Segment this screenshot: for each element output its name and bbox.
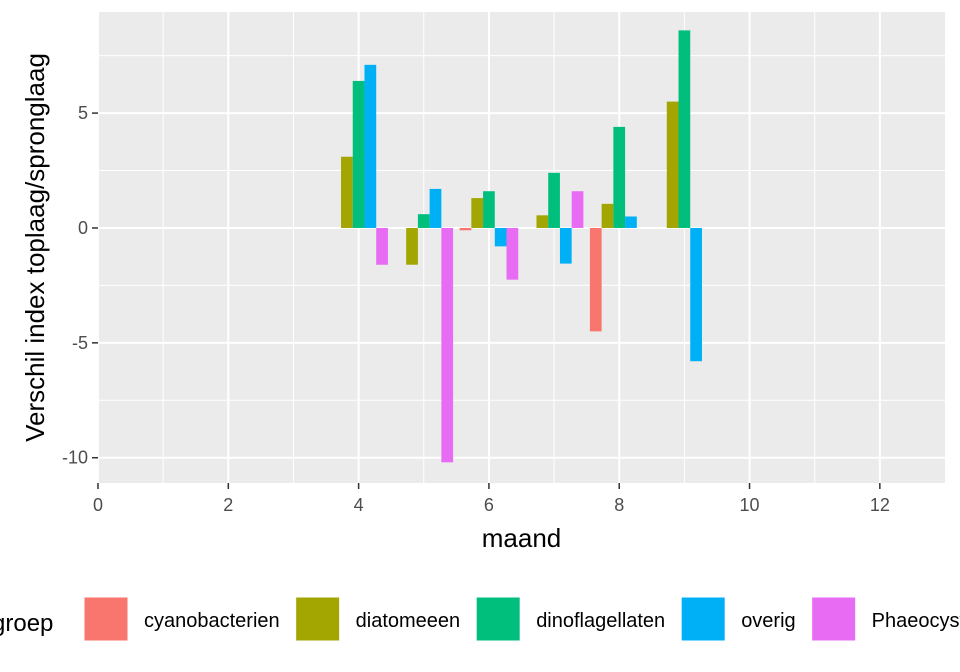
x-tick-label: 8 xyxy=(614,495,624,515)
bar-dinoflagellaten-month-6 xyxy=(483,191,495,228)
legend-label-overig: overig xyxy=(741,610,795,632)
y-tick-label: -10 xyxy=(62,448,88,468)
x-axis-title: maand xyxy=(482,523,562,553)
bar-dinoflagellaten-month-5 xyxy=(417,214,430,228)
x-tick-label: 4 xyxy=(354,495,364,515)
legend-label-cyanobacterien: cyanobacterien xyxy=(144,610,280,632)
bar-overig-month-8 xyxy=(625,216,637,228)
bar-diatomeeen-month-7 xyxy=(536,215,549,228)
legend-key-cyanobacterien xyxy=(83,596,129,642)
bar-dinoflagellaten-month-4 xyxy=(352,80,365,228)
x-tick-label: 10 xyxy=(740,495,760,515)
legend-key-phaeocystis xyxy=(811,596,857,642)
bar-dinoflagellaten-month-9 xyxy=(678,30,691,228)
legend-label-diatomeeen: diatomeeen xyxy=(356,610,461,632)
minor-gridlines xyxy=(98,12,945,483)
y-axis-title: Verschil index toplaag/spronglaag xyxy=(20,53,50,442)
bar-cyanobacterien-month-6 xyxy=(459,227,472,231)
x-tick-label: 2 xyxy=(223,495,233,515)
bar-overig-month-7 xyxy=(559,227,572,264)
bar-diatomeeen-month-4 xyxy=(341,156,353,228)
bar-cyanobacterien-month-8 xyxy=(589,227,602,332)
legend-key-dinoflagellaten xyxy=(475,596,521,642)
major-gridlines xyxy=(97,12,945,483)
y-tick-label: -5 xyxy=(72,333,88,353)
legend-label-dinoflagellaten: dinoflagellaten xyxy=(536,610,665,632)
bar-phaeocystis-month-7 xyxy=(571,191,584,228)
bar-group xyxy=(341,30,702,463)
x-axis-ticks: 0 2 4 6 8 10 12 xyxy=(93,483,890,515)
legend-label-phaeocystis: Phaeocystis xyxy=(872,610,960,632)
y-axis-ticks: -10 -5 0 5 xyxy=(62,103,98,468)
bar-overig-month-9 xyxy=(690,227,702,362)
bar-phaeocystis-month-6 xyxy=(506,227,519,280)
x-tick-label: 12 xyxy=(870,495,890,515)
bar-overig-month-5 xyxy=(429,188,442,228)
legend-key-overig xyxy=(680,596,726,642)
bar-diatomeeen-month-5 xyxy=(406,227,418,265)
plot-panel xyxy=(98,12,945,483)
legend-key-diatomeeen xyxy=(295,596,341,642)
bar-overig-month-4 xyxy=(364,64,377,228)
bar-dinoflagellaten-month-7 xyxy=(548,172,560,228)
y-tick-label: 5 xyxy=(78,103,88,123)
bar-diatomeeen-month-8 xyxy=(601,203,614,228)
bar-phaeocystis-month-4 xyxy=(376,227,388,265)
bar-overig-month-6 xyxy=(494,227,507,247)
x-tick-label: 6 xyxy=(484,495,494,515)
x-tick-label: 0 xyxy=(93,495,103,515)
bar-diatomeeen-month-9 xyxy=(666,101,679,228)
bar-diatomeeen-month-6 xyxy=(471,198,484,228)
bar-phaeocystis-month-5 xyxy=(441,227,454,463)
y-tick-label: 0 xyxy=(78,218,88,238)
bar-dinoflagellaten-month-8 xyxy=(613,126,626,228)
